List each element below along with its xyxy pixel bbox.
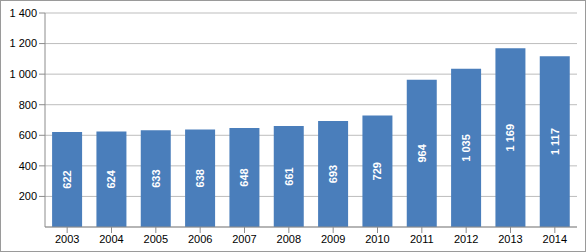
svg-text:600: 600 [19, 129, 37, 141]
svg-text:964: 964 [416, 143, 428, 162]
svg-text:2010: 2010 [365, 233, 389, 245]
svg-text:800: 800 [19, 99, 37, 111]
svg-text:2007: 2007 [232, 233, 256, 245]
svg-text:2011: 2011 [410, 233, 434, 245]
svg-text:2006: 2006 [188, 233, 212, 245]
svg-text:1 169: 1 169 [504, 124, 516, 152]
svg-text:661: 661 [283, 167, 295, 185]
svg-text:622: 622 [61, 170, 73, 188]
svg-text:1 200: 1 200 [9, 37, 37, 49]
svg-text:633: 633 [150, 169, 162, 187]
svg-text:1 400: 1 400 [9, 7, 37, 19]
svg-text:1 035: 1 035 [460, 134, 472, 162]
svg-text:638: 638 [194, 169, 206, 187]
svg-text:2004: 2004 [99, 233, 123, 245]
svg-text:2014: 2014 [543, 233, 567, 245]
svg-text:2005: 2005 [144, 233, 168, 245]
svg-text:1 000: 1 000 [9, 68, 37, 80]
svg-text:2012: 2012 [454, 233, 478, 245]
svg-text:2003: 2003 [55, 233, 79, 245]
svg-text:729: 729 [371, 162, 383, 180]
svg-text:693: 693 [327, 165, 339, 183]
svg-text:400: 400 [19, 160, 37, 172]
svg-text:2009: 2009 [321, 233, 345, 245]
svg-text:624: 624 [105, 169, 117, 188]
svg-text:2013: 2013 [498, 233, 522, 245]
svg-text:200: 200 [19, 190, 37, 202]
svg-text:648: 648 [238, 168, 250, 186]
svg-text:2008: 2008 [277, 233, 301, 245]
svg-text:1 117: 1 117 [549, 128, 561, 155]
